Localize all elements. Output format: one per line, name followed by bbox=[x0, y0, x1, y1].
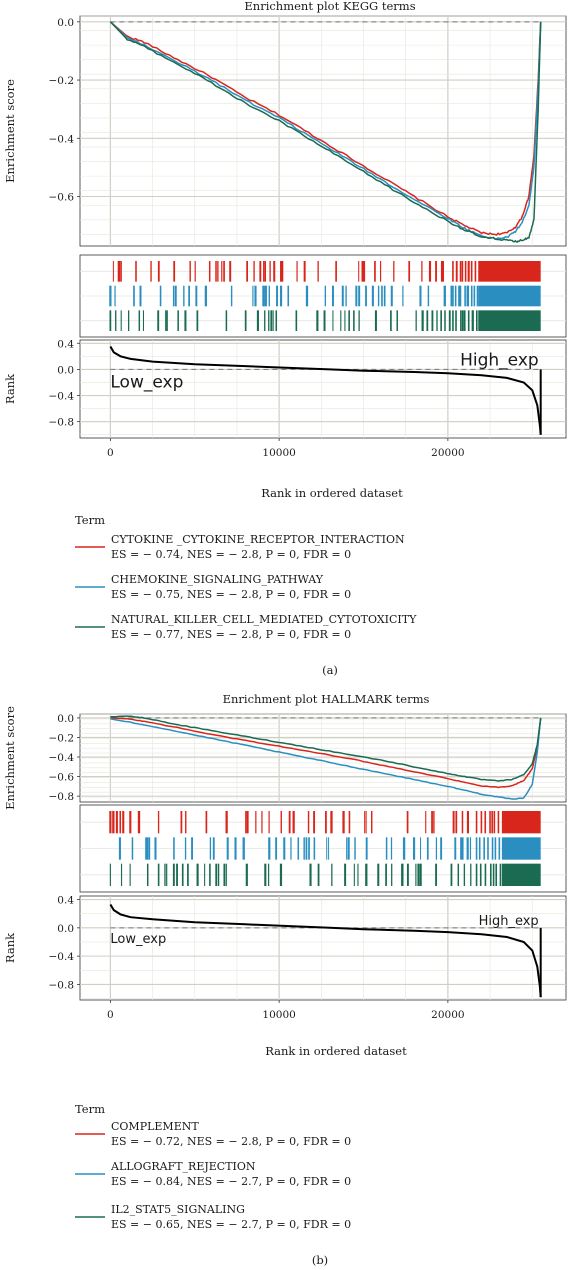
x-tick-label: 20000 bbox=[431, 447, 464, 459]
rank-metric-curve bbox=[109, 346, 542, 435]
legend-entry-stats: ES = − 0.75, NES = − 2.8, P = 0, FDR = 0 bbox=[111, 588, 351, 601]
low-exp-label: Low_exp bbox=[110, 932, 166, 947]
es-line-series-2 bbox=[110, 717, 542, 800]
es-y-tick-label: 0.0 bbox=[57, 17, 74, 29]
rank-y-tick-label: −0.4 bbox=[49, 391, 75, 403]
low-exp-label: Low_exp bbox=[110, 372, 183, 392]
rank-y-axis-label: Rank bbox=[3, 932, 17, 963]
x-tick-label: 10000 bbox=[262, 1009, 295, 1021]
legend: Term CYTOKINE _CYTOKINE_RECEPTOR_INTERACT… bbox=[75, 513, 417, 641]
x-tick-label: 0 bbox=[107, 1009, 114, 1021]
es-y-tick-label: 0.0 bbox=[57, 713, 74, 725]
legend-entry-name: NATURAL_KILLER_CELL_MEDIATED_CYTOTOXICIT… bbox=[111, 613, 417, 626]
legend-entry-stats: ES = − 0.74, NES = − 2.8, P = 0, FDR = 0 bbox=[111, 548, 351, 561]
rank-y-tick-label: −0.8 bbox=[49, 979, 75, 991]
hit-dense-block-series-2 bbox=[478, 285, 541, 307]
es-y-tick-label: −0.4 bbox=[49, 752, 75, 764]
x-tick-label: 0 bbox=[107, 447, 114, 459]
legend-entry-name: COMPLEMENT bbox=[111, 1120, 199, 1133]
es-y-tick-label: −0.4 bbox=[49, 133, 75, 145]
legend-entry-stats: ES = − 0.72, NES = − 2.8, P = 0, FDR = 0 bbox=[111, 1135, 351, 1148]
x-axis-label: Rank in ordered dataset bbox=[261, 486, 403, 500]
legend-entry-name: IL2_STAT5_SIGNALING bbox=[111, 1203, 245, 1216]
legend-entry-name: CYTOKINE _CYTOKINE_RECEPTOR_INTERACTION bbox=[111, 533, 405, 546]
rank-y-tick-label: 0.0 bbox=[57, 923, 74, 935]
legend-entry-stats: ES = − 0.65, NES = − 2.7, P = 0, FDR = 0 bbox=[111, 1218, 351, 1231]
panel-label: (b) bbox=[312, 1253, 328, 1267]
rank-y-tick-label: 0.4 bbox=[57, 895, 74, 907]
hit-dense-block-series-1 bbox=[478, 261, 541, 282]
legend-entry-name: ALLOGRAFT_REJECTION bbox=[110, 1160, 256, 1173]
hit-dense-block-series-2 bbox=[501, 837, 541, 860]
hit-dense-block-series-3 bbox=[501, 863, 541, 886]
es-line-series-2 bbox=[109, 21, 542, 241]
rank-metric-curve bbox=[109, 903, 542, 998]
high-exp-label: High_exp bbox=[479, 914, 539, 929]
rank-plot-area bbox=[79, 895, 567, 1001]
es-line-series-1 bbox=[109, 21, 542, 236]
rank-y-tick-label: 0.4 bbox=[57, 338, 74, 350]
es-y-tick-label: −0.2 bbox=[49, 75, 75, 87]
legend-entry-stats: ES = − 0.77, NES = − 2.8, P = 0, FDR = 0 bbox=[111, 628, 351, 641]
legend-entry-stats: ES = − 0.84, NES = − 2.7, P = 0, FDR = 0 bbox=[111, 1175, 351, 1188]
rank-y-axis-label: Rank bbox=[3, 373, 17, 404]
panel-label: (a) bbox=[322, 663, 338, 677]
es-y-tick-label: −0.6 bbox=[49, 772, 75, 784]
legend-title: Term bbox=[75, 513, 105, 527]
high-exp-label: High_exp bbox=[460, 350, 539, 370]
panel-b: Enrichment plot HALLMARK terms 0.0 −0.2 −0.… bbox=[3, 692, 567, 1267]
rank-y-tick-label: −0.8 bbox=[49, 417, 75, 429]
es-line-series-3 bbox=[109, 21, 542, 244]
es-y-tick-label: −0.2 bbox=[49, 732, 75, 744]
legend: Term COMPLEMENT ES = − 0.72, NES = − 2.8, … bbox=[75, 1102, 351, 1231]
hit-dense-block-series-1 bbox=[501, 811, 541, 834]
es-y-axis-label: Enrichment score bbox=[3, 79, 17, 183]
chart-title: Enrichment plot HALLMARK terms bbox=[223, 692, 430, 706]
legend-entry-name: CHEMOKINE_SIGNALING_PATHWAY bbox=[111, 573, 324, 586]
panel-a: Enrichment plot KEGG terms 0.0 −0.2 −0.4 −0.… bbox=[3, 0, 567, 677]
es-y-tick-label: −0.8 bbox=[49, 791, 75, 803]
hit-dense-block-series-3 bbox=[478, 310, 541, 331]
es-line-series-1 bbox=[110, 717, 542, 789]
x-tick-label: 10000 bbox=[262, 447, 295, 459]
es-y-axis-label: Enrichment score bbox=[3, 706, 17, 810]
rank-y-tick-label: 0.0 bbox=[57, 364, 74, 376]
x-axis-label: Rank in ordered dataset bbox=[265, 1044, 407, 1058]
es-y-tick-label: −0.6 bbox=[49, 192, 75, 204]
rank-y-tick-label: −0.4 bbox=[49, 951, 75, 963]
chart-title: Enrichment plot KEGG terms bbox=[244, 0, 415, 13]
x-tick-label: 20000 bbox=[431, 1009, 464, 1021]
es-line-series-3 bbox=[110, 715, 542, 782]
legend-title: Term bbox=[75, 1102, 105, 1116]
